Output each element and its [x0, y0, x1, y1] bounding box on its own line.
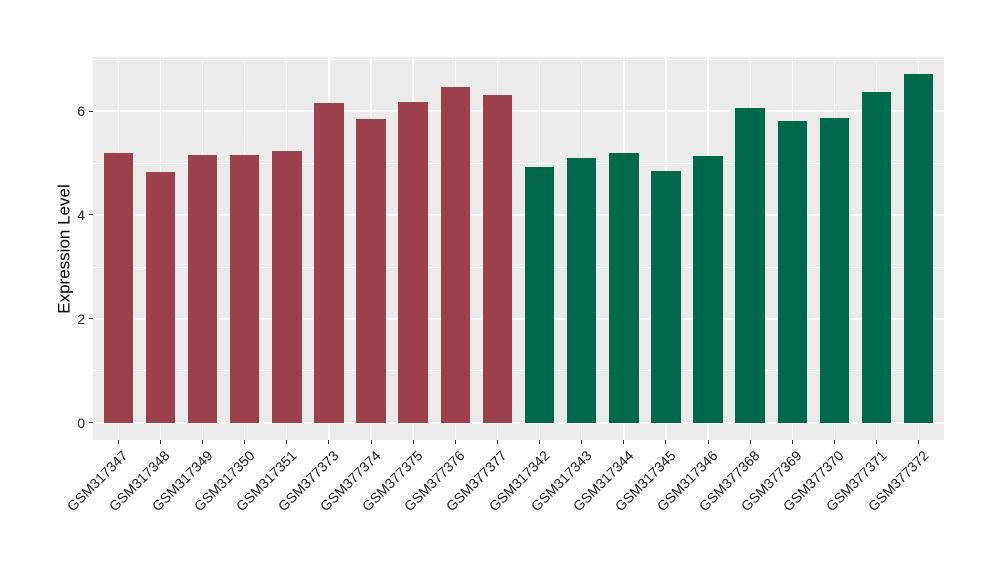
- gridline-minor-h: [93, 58, 944, 60]
- y-tick-mark: [89, 110, 93, 112]
- gridline-major-h: [93, 422, 944, 424]
- x-tick-mark: [202, 440, 204, 444]
- gridline-major-h: [93, 318, 944, 320]
- y-tick-mark: [89, 422, 93, 424]
- bar-GSM377377: [482, 94, 513, 423]
- bar-GSM377369: [777, 121, 808, 423]
- x-tick-mark: [539, 440, 541, 444]
- y-tick-label: 6: [77, 103, 85, 120]
- x-tick-mark: [876, 440, 878, 444]
- gridline-minor-h: [93, 162, 944, 164]
- bar-GSM377374: [356, 118, 386, 423]
- bar-GSM317348: [145, 171, 176, 423]
- x-tick-mark: [286, 440, 288, 444]
- x-tick-mark: [665, 440, 667, 444]
- x-tick-mark: [159, 440, 161, 444]
- bar-GSM317342: [524, 167, 555, 423]
- y-tick-label: 2: [77, 310, 85, 327]
- bar-GSM317349: [187, 154, 218, 423]
- y-tick-label: 0: [77, 414, 85, 431]
- bar-GSM317350: [229, 154, 260, 423]
- x-tick-mark: [918, 440, 920, 444]
- x-tick-mark: [328, 440, 330, 444]
- x-tick-mark: [412, 440, 414, 444]
- bar-GSM317347: [103, 152, 134, 423]
- bar-GSM377368: [735, 108, 765, 423]
- x-tick-mark: [791, 440, 793, 444]
- y-tick-mark: [89, 318, 93, 320]
- gridline-minor-h: [93, 370, 944, 372]
- x-tick-mark: [370, 440, 372, 444]
- bar-GSM377371: [861, 91, 892, 423]
- y-tick-label: 4: [77, 206, 85, 223]
- x-tick-mark: [749, 440, 751, 444]
- x-tick-mark: [496, 440, 498, 444]
- bar-GSM377373: [314, 103, 344, 423]
- x-tick-mark: [454, 440, 456, 444]
- bar-GSM317343: [566, 157, 597, 423]
- x-tick-mark: [581, 440, 583, 444]
- bar-GSM317344: [609, 152, 639, 423]
- x-tick-mark: [707, 440, 709, 444]
- bar-GSM377375: [398, 102, 428, 423]
- bar-GSM317345: [651, 170, 681, 423]
- plot-panel: [93, 57, 944, 440]
- x-tick-mark: [833, 440, 835, 444]
- gridline-major-h: [93, 110, 944, 112]
- bar-GSM377372: [903, 74, 934, 423]
- x-tick-mark: [117, 440, 119, 444]
- gridline-major-h: [93, 214, 944, 216]
- y-tick-mark: [89, 214, 93, 216]
- bar-GSM317346: [693, 155, 723, 423]
- bar-GSM377370: [819, 117, 850, 423]
- x-tick-mark: [244, 440, 246, 444]
- bar-GSM317351: [272, 150, 302, 423]
- bar-GSM377376: [440, 86, 471, 423]
- gridline-minor-h: [93, 266, 944, 268]
- x-tick-mark: [623, 440, 625, 444]
